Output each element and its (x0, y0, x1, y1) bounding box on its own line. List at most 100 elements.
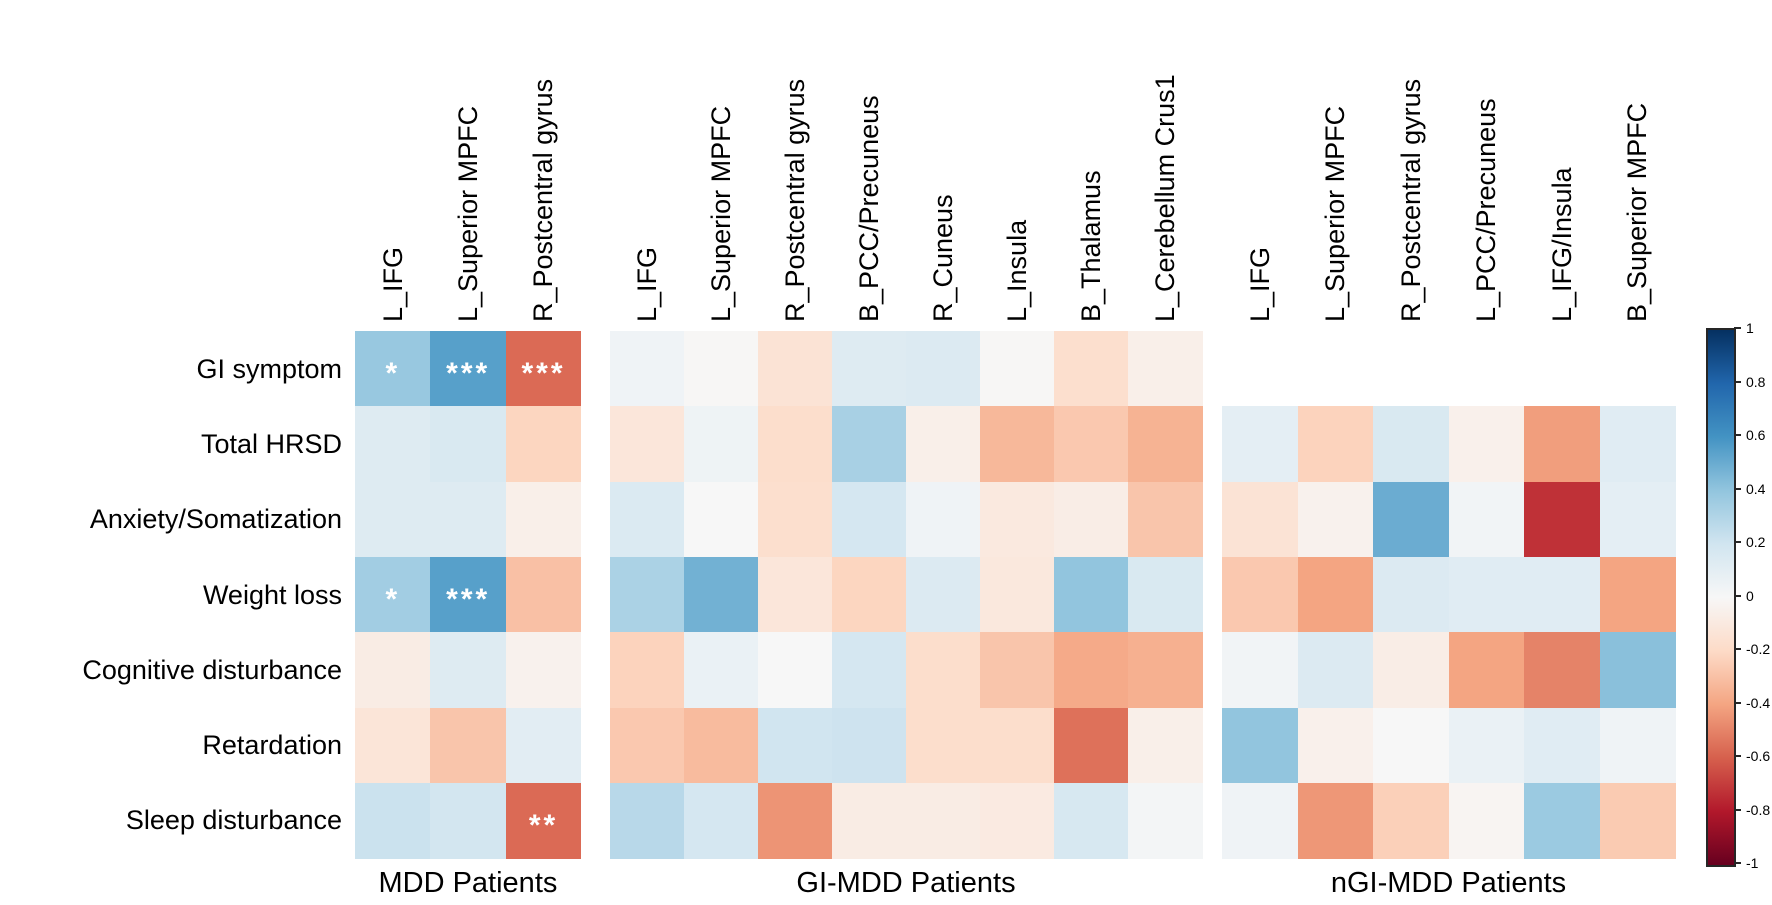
heatmap-cell (980, 632, 1055, 708)
heatmap-cell (1297, 632, 1374, 708)
heatmap-cell (1128, 481, 1203, 558)
colorbar-gradient (1706, 328, 1736, 867)
heatmap-cell (980, 481, 1055, 558)
heatmap-cell: * (355, 331, 431, 407)
heatmap-cell (1222, 556, 1298, 633)
heatmap-cell (684, 632, 759, 708)
heatmap-cell (758, 707, 833, 784)
group-label: MDD Patients (378, 867, 558, 899)
colorbar-tick (1734, 487, 1741, 490)
heatmap-cell (1524, 782, 1600, 859)
heatmap-cell (758, 406, 833, 483)
heatmap-cell (355, 632, 431, 708)
heatmap-cell (1297, 556, 1374, 633)
heatmap-cell (1054, 707, 1129, 784)
heatmap-cell (1448, 406, 1525, 483)
heatmap-cell (906, 707, 981, 784)
heatmap-cell (906, 556, 981, 633)
heatmap-cell (1222, 782, 1298, 859)
heatmap-cell (684, 481, 759, 558)
heatmap-cell (906, 632, 981, 708)
colorbar-tick-label: -1 (1746, 855, 1759, 871)
row-label: GI symptom (196, 353, 342, 384)
heatmap-cell (1128, 556, 1203, 633)
heatmap-cell (505, 556, 582, 633)
column-label: B_Thalamus (1076, 170, 1106, 322)
colorbar-tick (1734, 594, 1741, 597)
column-label: L_IFG (632, 246, 662, 322)
heatmap-cell (610, 481, 685, 558)
column-label: L_Superior MPFC (1320, 105, 1351, 322)
colorbar-tick (1734, 808, 1741, 811)
heatmap-cell (1128, 406, 1203, 483)
colorbar-tick (1734, 327, 1741, 329)
column-label: L_Insula (1002, 219, 1032, 322)
significance-stars: *** (521, 356, 566, 390)
heatmap-cell (980, 406, 1055, 483)
column-label: R_Postcentral gyrus (1395, 78, 1426, 322)
colorbar-tick-label: 0.2 (1746, 534, 1766, 550)
row-label: Cognitive disturbance (82, 654, 342, 685)
heatmap-block: * *** *** * *** ** (355, 331, 582, 859)
heatmap-cell (1054, 782, 1129, 859)
heatmap-cell (430, 707, 507, 784)
heatmap-cell (1448, 707, 1525, 784)
row-label: Sleep disturbance (125, 805, 342, 836)
heatmap-cell (980, 707, 1055, 784)
heatmap-cell (684, 556, 759, 633)
column-label: L_IFG (1244, 246, 1275, 322)
heatmap-cell: *** (430, 556, 507, 633)
heatmap-cell (684, 707, 759, 784)
heatmap-cell (1599, 707, 1676, 784)
heatmap-cell (684, 782, 759, 859)
heatmap-cell (1524, 707, 1600, 784)
heatmap-cell (980, 556, 1055, 633)
heatmap-cell (758, 782, 833, 859)
heatmap-cell (1054, 331, 1129, 407)
colorbar-tick (1734, 701, 1741, 704)
colorbar-tick (1734, 648, 1741, 650)
heatmap-cell (430, 632, 507, 708)
colorbar-tick (1734, 862, 1741, 864)
heatmap-cell (758, 331, 833, 407)
significance-stars: ** (528, 808, 559, 842)
heatmap-cell (505, 632, 582, 708)
heatmap-cell (430, 406, 507, 483)
heatmap-cell (1448, 632, 1525, 708)
significance-stars: *** (446, 582, 491, 616)
heatmap-cell (1448, 782, 1525, 859)
heatmap-cell (1054, 632, 1129, 708)
heatmap-cell (1599, 481, 1676, 558)
heatmap-cell (1448, 481, 1525, 558)
heatmap-cell (355, 707, 431, 784)
heatmap-cell (758, 556, 833, 633)
heatmap-cell (1448, 556, 1525, 633)
heatmap-cell (1524, 556, 1600, 633)
heatmap-cell (906, 481, 981, 558)
heatmap-cell (1297, 707, 1374, 784)
heatmap-cell (1524, 632, 1600, 708)
heatmap-block (610, 331, 1203, 859)
heatmap-cell (355, 406, 431, 483)
colorbar-tick-label: 0.4 (1746, 480, 1766, 497)
column-label: R_Cuneus (928, 194, 958, 322)
heatmap-cell (1373, 782, 1449, 859)
heatmap-cell (1128, 331, 1203, 407)
heatmap-cell (1373, 556, 1449, 633)
heatmap-cell (906, 782, 981, 859)
colorbar-tick (1734, 541, 1741, 543)
heatmap-cell (1128, 632, 1203, 708)
colorbar-tick-label: 0 (1746, 587, 1754, 604)
column-label: L_Cerebellum Crus1 (1150, 74, 1180, 322)
colorbar-tick-label: 0.6 (1746, 427, 1766, 443)
row-label: Total HRSD (200, 428, 342, 459)
heatmap-cell (832, 707, 907, 784)
column-label: B_PCC/Precuneus (854, 95, 884, 322)
colorbar-tick (1734, 380, 1741, 383)
colorbar-tick-label: -0.2 (1746, 641, 1771, 657)
heatmap-cell (1222, 632, 1298, 708)
heatmap-cell (1599, 556, 1676, 633)
heatmap-cell (832, 556, 907, 633)
heatmap-block (1222, 331, 1676, 859)
column-label: L_IFG (377, 246, 408, 322)
